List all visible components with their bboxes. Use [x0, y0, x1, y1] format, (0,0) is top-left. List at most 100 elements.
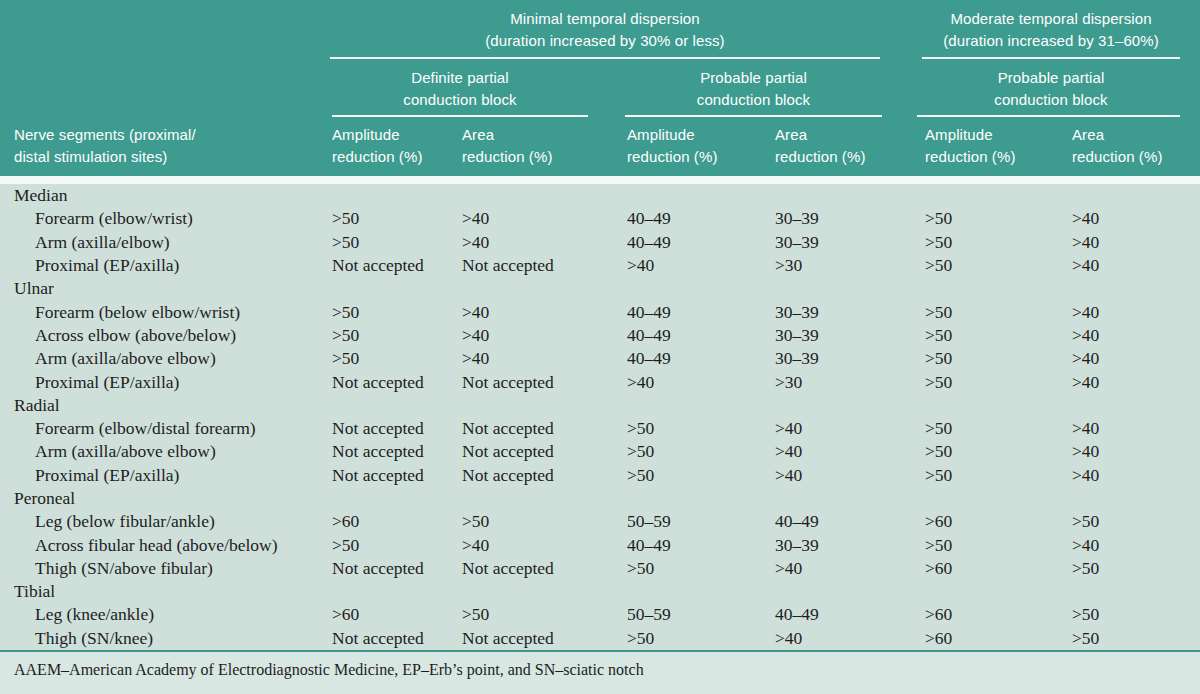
group-minimal-dispersion: Minimal temporal dispersion (duration in… — [330, 8, 880, 52]
value-cell: Not accepted — [462, 255, 627, 276]
value-cell: >50 — [925, 255, 1072, 276]
value-cell: Not accepted — [332, 465, 462, 486]
rule-under-moderate — [922, 57, 1180, 59]
value-cell: >50 — [925, 372, 1072, 393]
subgroup-line1: Probable partial — [922, 67, 1180, 89]
value-cell: >40 — [1072, 418, 1200, 439]
section-label: Peroneal — [0, 488, 332, 509]
table-row: Proximal (EP/axilla)Not acceptedNot acce… — [0, 464, 1200, 487]
value-cell: 40–49 — [627, 535, 775, 556]
section-row: Median — [0, 184, 1200, 207]
row-header-nerve-segments: Nerve segments (proximal/ distal stimula… — [14, 124, 314, 168]
table-row: Across elbow (above/below)>50>4040–4930–… — [0, 324, 1200, 347]
value-cell: >50 — [332, 208, 462, 229]
col-header-line2: reduction (%) — [775, 146, 866, 168]
value-cell: >40 — [1072, 348, 1200, 369]
value-cell: >50 — [627, 418, 775, 439]
value-cell: Not accepted — [332, 441, 462, 462]
table-row: Across fibular head (above/below)>50>404… — [0, 533, 1200, 556]
value-cell: >40 — [627, 372, 775, 393]
section-label: Ulnar — [0, 278, 332, 299]
row-header-line1: Nerve segments (proximal/ — [14, 124, 314, 146]
value-cell: 30–39 — [775, 535, 925, 556]
header-body-divider — [0, 176, 1200, 184]
value-cell: Not accepted — [462, 372, 627, 393]
subgroup-line1: Probable partial — [625, 67, 882, 89]
subgroup-line2: conduction block — [625, 89, 882, 111]
segment-label: Proximal (EP/axilla) — [0, 465, 332, 486]
value-cell: >50 — [332, 325, 462, 346]
value-cell: Not accepted — [332, 418, 462, 439]
value-cell: 50–59 — [627, 511, 775, 532]
section-label: Tibial — [0, 581, 332, 602]
value-cell: >40 — [462, 348, 627, 369]
value-cell: Not accepted — [462, 628, 627, 649]
value-cell: 40–49 — [627, 348, 775, 369]
value-cell: >50 — [925, 325, 1072, 346]
table-header: Minimal temporal dispersion (duration in… — [0, 0, 1200, 176]
table-row: Arm (axilla/elbow)>50>4040–4930–39>50>40 — [0, 231, 1200, 254]
value-cell: 30–39 — [775, 208, 925, 229]
value-cell: >40 — [462, 535, 627, 556]
rule-under-minimal — [330, 57, 880, 59]
section-row: Tibial — [0, 580, 1200, 603]
value-cell: >40 — [1072, 372, 1200, 393]
value-cell: >50 — [925, 465, 1072, 486]
rule-under-probable-moderate — [917, 115, 1180, 117]
value-cell: >40 — [775, 628, 925, 649]
value-cell: >40 — [462, 232, 627, 253]
value-cell: >60 — [332, 511, 462, 532]
value-cell: >40 — [1072, 255, 1200, 276]
col-header-line2: reduction (%) — [462, 146, 553, 168]
value-cell: >40 — [775, 465, 925, 486]
table-row: Proximal (EP/axilla)Not acceptedNot acce… — [0, 370, 1200, 393]
section-label: Radial — [0, 395, 332, 416]
value-cell: >40 — [775, 558, 925, 579]
col-header-line1: Amplitude — [627, 124, 718, 146]
col-header-amplitude-3: Amplitude reduction (%) — [925, 124, 1016, 168]
value-cell: Not accepted — [462, 441, 627, 462]
segment-label: Proximal (EP/axilla) — [0, 255, 332, 276]
table-row: Proximal (EP/axilla)Not acceptedNot acce… — [0, 254, 1200, 277]
value-cell: 40–49 — [775, 511, 925, 532]
value-cell: >50 — [1072, 628, 1200, 649]
value-cell: >40 — [1072, 535, 1200, 556]
subgroup-line2: conduction block — [332, 89, 588, 111]
value-cell: 40–49 — [775, 604, 925, 625]
value-cell: >60 — [925, 511, 1072, 532]
col-header-amplitude-1: Amplitude reduction (%) — [332, 124, 423, 168]
subgroup-line2: conduction block — [922, 89, 1180, 111]
col-header-line1: Amplitude — [332, 124, 423, 146]
segment-label: Arm (axilla/above elbow) — [0, 441, 332, 462]
subgroup-probable-block-minimal: Probable partial conduction block — [625, 67, 882, 111]
group-title-line1: Minimal temporal dispersion — [330, 8, 880, 30]
table-row: Leg (knee/ankle)>60>5050–5940–49>60>50 — [0, 603, 1200, 626]
value-cell: 30–39 — [775, 302, 925, 323]
value-cell: 50–59 — [627, 604, 775, 625]
value-cell: >50 — [925, 535, 1072, 556]
value-cell: Not accepted — [332, 558, 462, 579]
value-cell: >40 — [1072, 302, 1200, 323]
segment-label: Proximal (EP/axilla) — [0, 372, 332, 393]
value-cell: 40–49 — [627, 208, 775, 229]
segment-label: Leg (knee/ankle) — [0, 604, 332, 625]
value-cell: 30–39 — [775, 232, 925, 253]
criteria-table: Minimal temporal dispersion (duration in… — [0, 0, 1200, 694]
value-cell: >50 — [332, 535, 462, 556]
table-row: Arm (axilla/above elbow)Not acceptedNot … — [0, 440, 1200, 463]
value-cell: >40 — [775, 441, 925, 462]
table-row: Thigh (SN/knee)Not acceptedNot accepted>… — [0, 627, 1200, 650]
value-cell: >40 — [1072, 441, 1200, 462]
group-title-line2: (duration increased by 30% or less) — [330, 30, 880, 52]
value-cell: >50 — [925, 418, 1072, 439]
value-cell: >40 — [1072, 208, 1200, 229]
segment-label: Forearm (below elbow/wrist) — [0, 302, 332, 323]
value-cell: >60 — [925, 558, 1072, 579]
group-title-line1: Moderate temporal dispersion — [922, 8, 1180, 30]
segment-label: Forearm (elbow/distal forearm) — [0, 418, 332, 439]
value-cell: >40 — [1072, 465, 1200, 486]
rule-under-definite — [332, 115, 588, 117]
value-cell: >50 — [925, 208, 1072, 229]
table-row: Arm (axilla/above elbow)>50>4040–4930–39… — [0, 347, 1200, 370]
value-cell: >50 — [925, 348, 1072, 369]
